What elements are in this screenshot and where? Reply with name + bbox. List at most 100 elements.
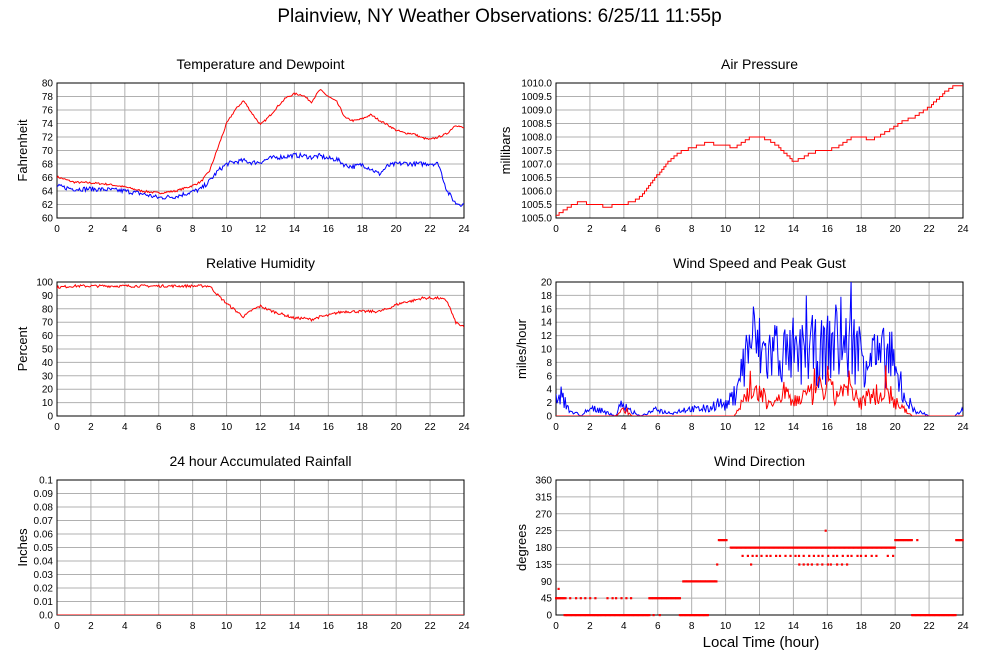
x-tick-label: 18 [856, 422, 868, 433]
direction-point [840, 546, 843, 549]
direction-point [877, 546, 880, 549]
y-tick-label: 0.08 [34, 503, 54, 514]
direction-point [921, 614, 924, 617]
x-tick-label: 14 [788, 621, 800, 632]
direction-point [906, 539, 910, 542]
direction-point [594, 614, 597, 617]
chart-humidity: Relative HumidityPercent0102030405060708… [15, 255, 470, 433]
direction-point [831, 546, 834, 549]
y-tick-label: 20 [541, 278, 553, 289]
direction-point [864, 554, 867, 557]
y-tick-label: 74 [42, 119, 54, 130]
x-tick-label: 18 [856, 621, 868, 632]
direction-point [765, 554, 768, 557]
chart-title: 24 hour Accumulated Rainfall [169, 453, 351, 469]
y-tick-label: 1008.0 [521, 133, 552, 144]
x-tick-label: 6 [655, 621, 661, 632]
direction-point [770, 546, 773, 549]
direction-point [951, 614, 954, 617]
direction-point [836, 554, 839, 557]
direction-point [683, 614, 687, 617]
direction-point [706, 614, 709, 617]
direction-point [579, 597, 582, 600]
direction-point [653, 597, 656, 600]
y-tick-label: 66 [42, 173, 54, 184]
direction-point [926, 614, 929, 617]
direction-point [625, 614, 628, 617]
y-tick-label: 20 [42, 385, 54, 396]
y-tick-label: 50 [42, 345, 54, 356]
direction-point [755, 546, 758, 549]
direction-point [823, 546, 826, 549]
direction-point [875, 554, 878, 557]
y-tick-label: 64 [42, 187, 54, 198]
direction-point [714, 580, 717, 583]
y-tick-label: 0 [546, 611, 552, 622]
direction-point [812, 546, 815, 549]
direction-point [644, 614, 647, 617]
direction-point [703, 614, 706, 617]
direction-point [602, 614, 605, 617]
x-tick-label: 10 [720, 224, 732, 235]
x-tick-label: 22 [425, 621, 437, 632]
y-tick-label: 360 [535, 476, 552, 487]
direction-point [692, 614, 695, 617]
direction-point [891, 546, 894, 549]
direction-point [564, 597, 567, 600]
y-tick-label: 0.0 [39, 611, 53, 622]
y-tick-label: 1006.5 [521, 173, 552, 184]
direction-point [630, 614, 633, 617]
direction-point [751, 554, 754, 557]
direction-point [778, 546, 781, 549]
y-tick-label: 1007.0 [521, 160, 552, 171]
direction-point [834, 546, 837, 549]
x-tick-label: 20 [391, 224, 403, 235]
direction-point [836, 563, 839, 566]
series-line-0 [556, 282, 963, 416]
x-tick-label: 24 [957, 224, 969, 235]
y-axis-label: Inches [15, 528, 30, 567]
x-tick-label: 14 [289, 422, 301, 433]
direction-point [557, 597, 560, 600]
direction-point [575, 597, 578, 600]
direction-point [841, 546, 844, 549]
direction-point [873, 546, 876, 549]
direction-point [821, 546, 824, 549]
direction-point [811, 546, 814, 549]
direction-point [784, 546, 787, 549]
direction-point [810, 563, 813, 566]
direction-point [658, 614, 661, 617]
direction-point [769, 546, 772, 549]
direction-point [606, 614, 609, 617]
direction-point [748, 546, 751, 549]
chart-title: Relative Humidity [206, 255, 315, 271]
direction-point [615, 597, 618, 600]
x-tick-label: 2 [587, 224, 593, 235]
direction-point [898, 539, 901, 542]
direction-point [601, 614, 604, 617]
direction-point [790, 546, 793, 549]
direction-point [793, 546, 796, 549]
direction-point [797, 546, 800, 549]
direction-point [774, 546, 777, 549]
y-tick-label: 1009.5 [521, 92, 552, 103]
direction-point [689, 580, 692, 583]
direction-point [896, 539, 899, 542]
direction-point [955, 539, 958, 542]
direction-point [597, 614, 600, 617]
direction-point [936, 614, 939, 617]
direction-point [846, 563, 849, 566]
direction-point [639, 614, 642, 617]
direction-point [825, 546, 828, 549]
direction-point [594, 597, 597, 600]
direction-point [846, 546, 849, 549]
direction-point [914, 614, 918, 617]
direction-point [668, 597, 671, 600]
x-tick-label: 18 [357, 621, 369, 632]
direction-point [732, 546, 735, 549]
x-tick-label: 8 [689, 422, 695, 433]
direction-point [638, 614, 641, 617]
direction-point [736, 546, 739, 549]
y-tick-label: 0.03 [34, 570, 54, 581]
direction-point [558, 597, 561, 600]
